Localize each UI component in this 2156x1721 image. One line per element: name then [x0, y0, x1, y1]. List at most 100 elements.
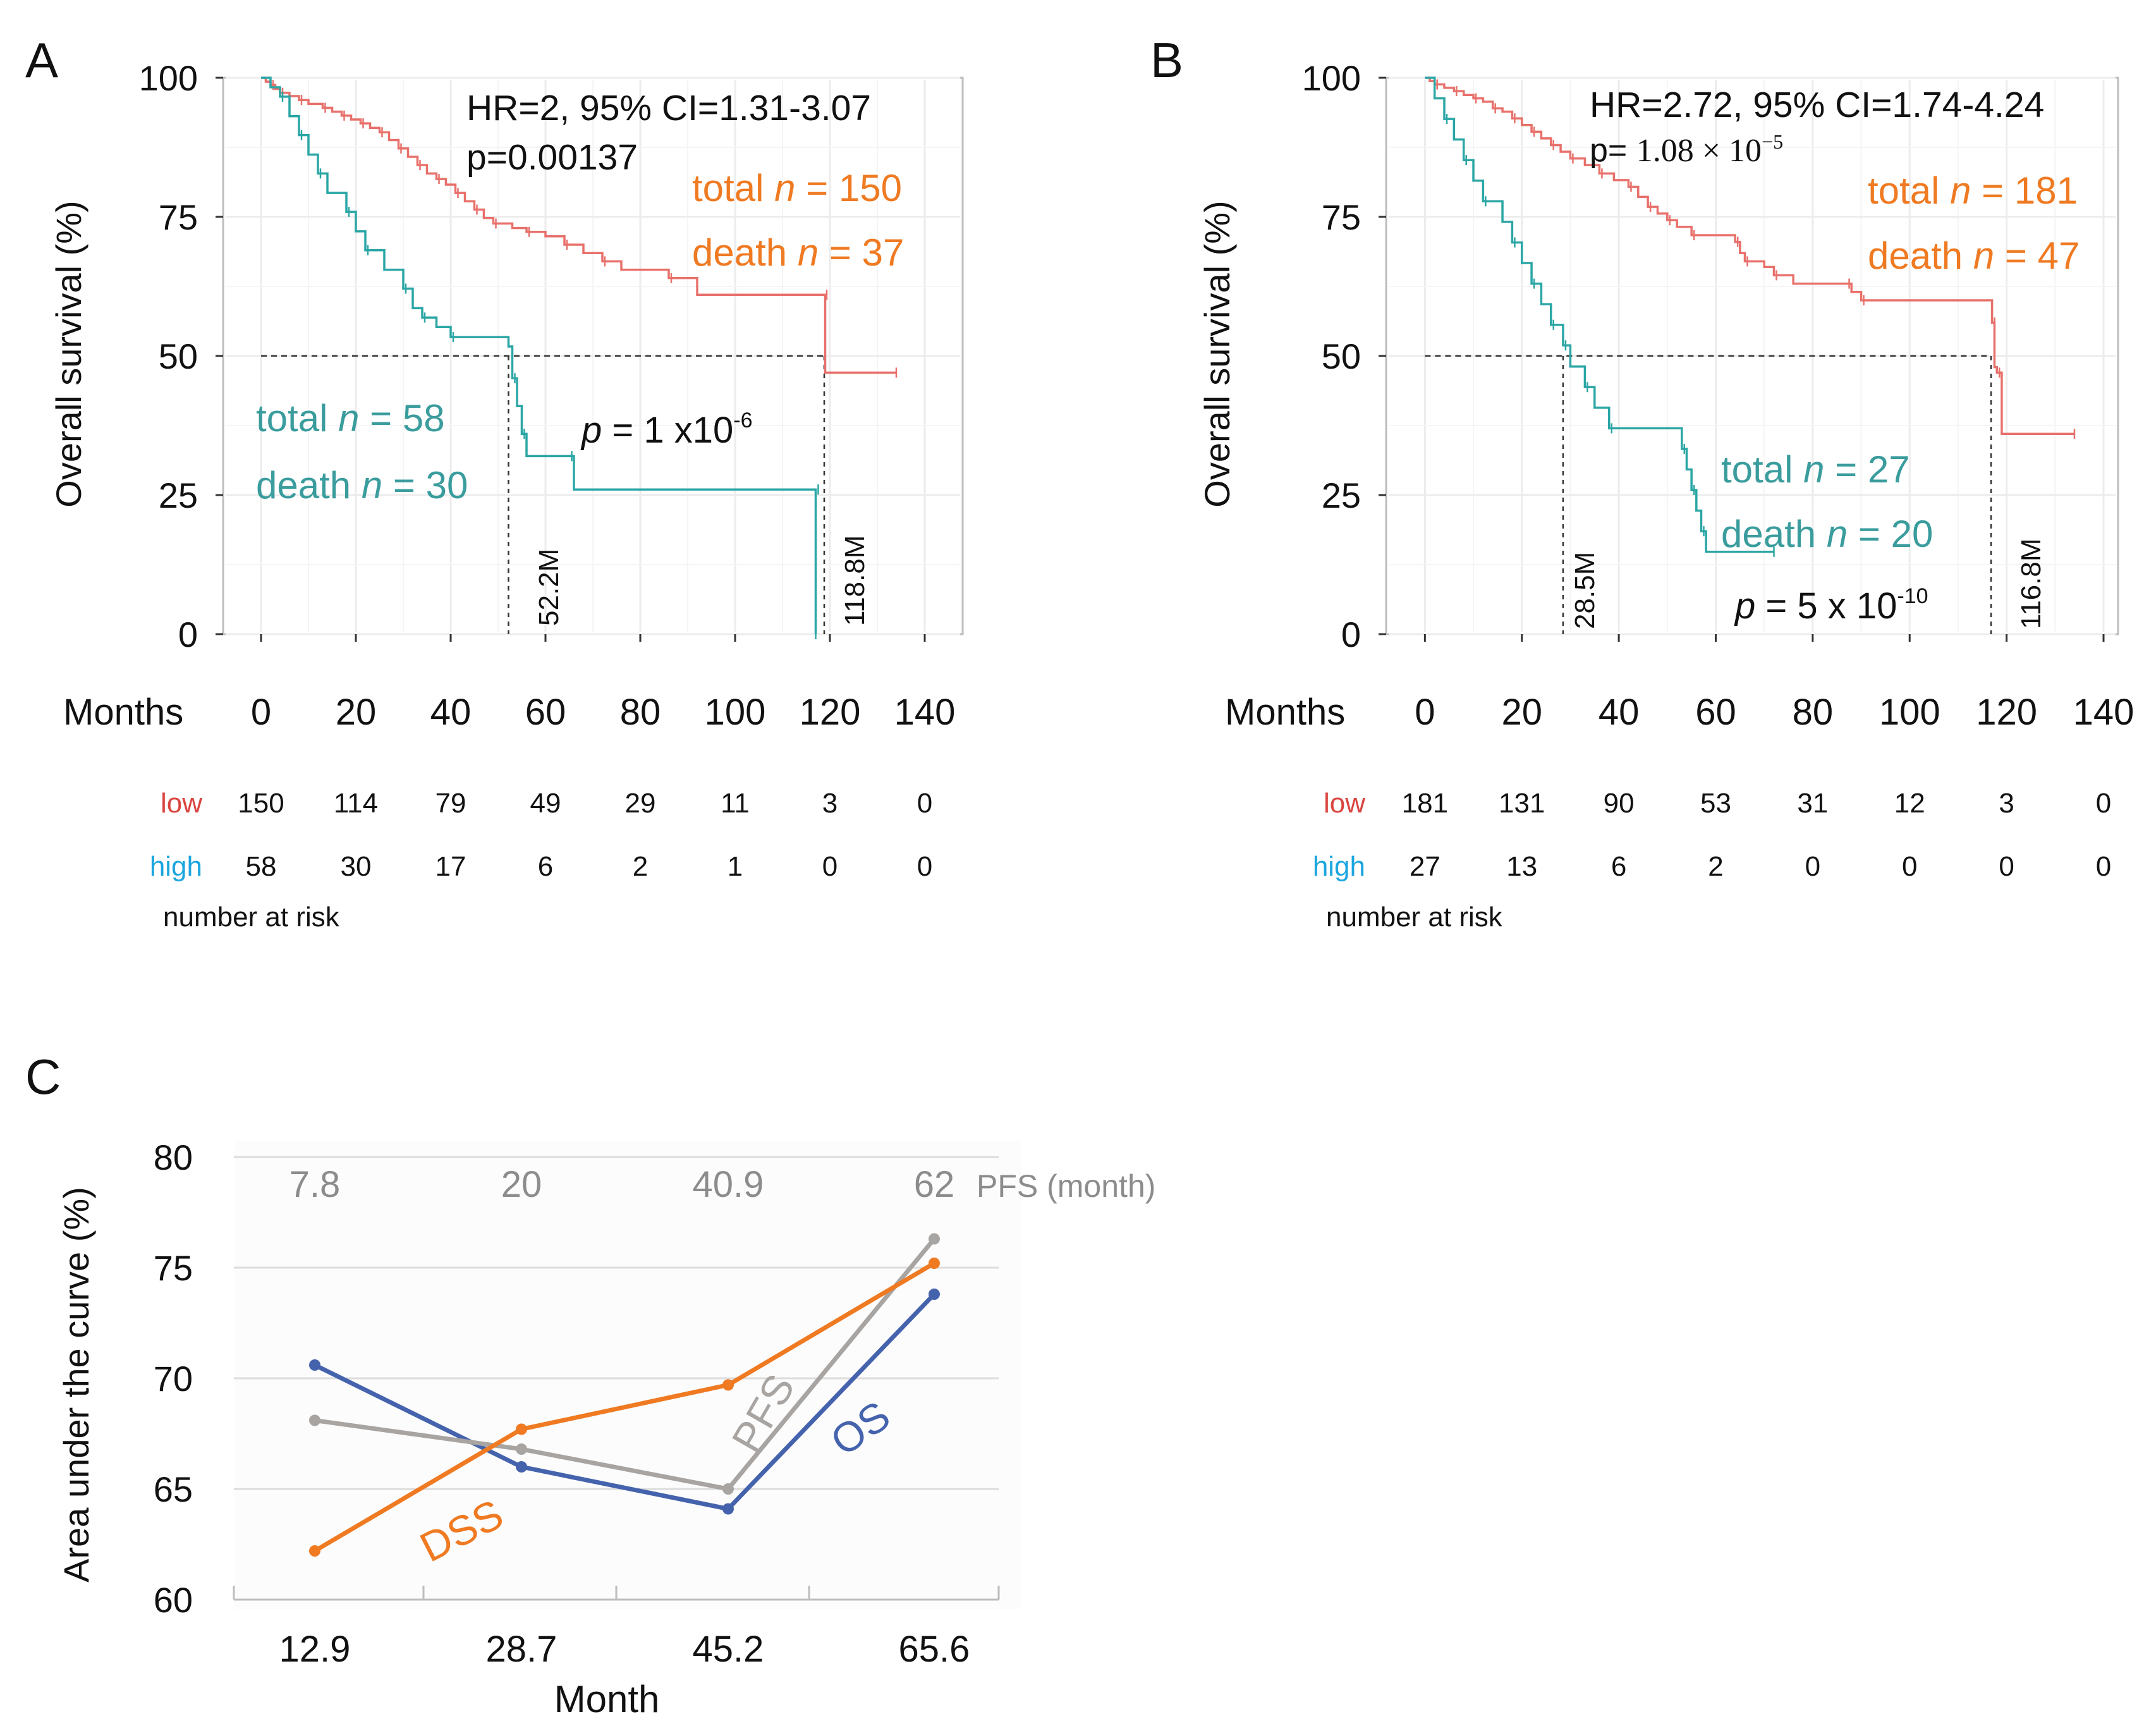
panel-c-y-ticks: 60 65 70 75 80	[154, 1137, 193, 1620]
panel-b-y-axis-label: Overall survival (%)	[1197, 200, 1237, 507]
panel-c-grid	[233, 1156, 1000, 1601]
panel-a-low-death-post: = 37	[819, 231, 904, 274]
b-risk-low-cell: 12	[1894, 788, 1925, 819]
a-risk-low-cell: 49	[530, 788, 561, 819]
panel-b-p-value: p = 5 x 10-10	[1734, 584, 1928, 627]
panel-a-low-death-pre: death	[692, 231, 798, 274]
panel-c-x-axis-label: Month	[554, 1678, 660, 1720]
c-point-OS	[309, 1359, 320, 1371]
a-risk-high-cell: 6	[538, 851, 553, 882]
a-x-tick-label: 20	[336, 692, 377, 733]
c-point-PFS	[516, 1443, 527, 1455]
c-point-DSS	[929, 1258, 940, 1269]
panel-a-label: A	[25, 32, 58, 88]
panel-b-high-death-post: = 20	[1848, 513, 1933, 555]
panel-a-y-axis-label: Overall survival (%)	[49, 200, 88, 507]
panel-b-p-exponent-2: -10	[1897, 584, 1928, 608]
b-risk-low-cell: 53	[1700, 788, 1731, 819]
a-x-tick-label: 140	[894, 692, 956, 733]
b-risk-high-cell: 0	[1999, 851, 2014, 882]
panel-c-label: C	[25, 1049, 61, 1105]
b-risk-low-cell: 31	[1797, 788, 1828, 819]
panel-b-high-total-pre: total	[1721, 448, 1803, 491]
a-y-tick-label: 100	[139, 58, 198, 98]
b-y-tick-label: 0	[1341, 615, 1361, 654]
panel-b-median-high-label: 28.5M	[1569, 552, 1600, 629]
panel-b-risk-table: 181 27 131 13 90 6 53 2 31 0 12 0 3 0 0 0	[1402, 788, 2112, 882]
b-risk-high-cell: 2	[1708, 851, 1723, 882]
panel-b-p-exponent: −5	[1762, 130, 1783, 153]
panel-a-high-death-n: n	[362, 464, 382, 506]
a-y-tick-label: 0	[178, 615, 198, 654]
b-x-tick-label: 100	[1879, 692, 1940, 733]
c-x-tick-label: 45.2	[693, 1629, 764, 1670]
a-y-tick-label: 75	[159, 197, 198, 237]
panel-b-low-death-n: n	[1973, 235, 1994, 277]
b-risk-high-cell: 6	[1611, 851, 1626, 882]
panel-a-p-value: p = 1 x10-6	[580, 408, 752, 451]
panel-a-p-eq: = 1 x10	[602, 410, 733, 451]
panel-a-low-death-n: n	[798, 231, 819, 274]
panel-a-high-death-post: = 30	[382, 464, 468, 506]
a-y-tick-label: 50	[159, 336, 198, 376]
panel-a-high-total-n: n	[338, 397, 359, 439]
panel-c-x-ticks: 12.9 28.7 45.2 65.6	[279, 1629, 970, 1670]
c-point-PFS	[722, 1483, 734, 1495]
panel-c-plot-area	[234, 1141, 1021, 1609]
panel-b-high-total-n: n	[1803, 448, 1824, 491]
panel-b-high-death-pre: death	[1721, 513, 1827, 555]
panel-a-logrank-p: p=0.00137	[466, 137, 638, 178]
b-risk-high-cell: 0	[1805, 851, 1820, 882]
panel-b-x-axis-label: Months	[1225, 692, 1345, 733]
b-y-tick-label: 100	[1302, 58, 1361, 98]
panel-a-x-axis-label: Months	[63, 692, 183, 733]
b-risk-low-cell: 90	[1604, 788, 1635, 819]
c-point-PFS	[309, 1414, 320, 1426]
panel-a-hazard-ratio: HR=2, 95% CI=1.31-3.07	[466, 88, 871, 128]
c-point-OS	[516, 1461, 527, 1473]
a-curve-high	[261, 77, 817, 634]
b-x-tick-label: 0	[1415, 692, 1435, 733]
panel-a-p-exponent: -6	[733, 408, 752, 432]
c-x-tick-label: 65.6	[899, 1629, 970, 1670]
a-x-tick-label: 0	[251, 692, 271, 733]
panel-b-low-death-pre: death	[1868, 235, 1973, 277]
a-risk-high-cell: 30	[341, 851, 372, 882]
panel-b-low-total-post: = 181	[1971, 169, 2078, 212]
a-risk-low-cell: 0	[917, 788, 932, 819]
panel-a-median-low-label: 118.8M	[839, 536, 870, 627]
b-y-tick-label: 25	[1322, 475, 1361, 515]
b-y-tick-label: 75	[1322, 197, 1361, 237]
panel-b-logrank-p: p= 1.08 × 10−5	[1590, 130, 1783, 169]
panel-a-high-total-pre: total	[256, 397, 338, 439]
a-y-tick-label: 25	[159, 475, 198, 515]
b-risk-low-cell: 3	[1999, 788, 2014, 819]
a-risk-low-cell: 150	[238, 788, 284, 819]
panel-b-p-prefix: p=	[1590, 132, 1636, 169]
c-line-PFS	[314, 1237, 936, 1491]
a-risk-low-cell: 114	[334, 788, 378, 819]
panel-c: C 60 65 70 75 80 12.9 28.7 45.2 65.6 7.8 20 40.9 6…	[25, 1049, 1155, 1720]
panel-a-survival-curves	[261, 77, 898, 639]
b-x-tick-label: 140	[2073, 692, 2135, 733]
c-pfs-tick-label: 7.8	[289, 1164, 341, 1205]
panel-b-median-lines	[1425, 355, 1992, 634]
panel-b-hazard-ratio: HR=2.72, 95% CI=1.74-4.24	[1590, 85, 2044, 125]
c-x-tick-label: 28.7	[486, 1629, 557, 1670]
panel-b-p-eq: = 5 x 10	[1755, 585, 1897, 627]
panel-b-high-death-n: n	[1827, 513, 1848, 555]
a-risk-low-cell: 3	[822, 788, 837, 819]
panel-b-high-death: death n = 20	[1721, 513, 1933, 555]
panel-b-low-total-n: n	[1950, 169, 1971, 212]
a-x-tick-label: 120	[800, 692, 861, 733]
c-pfs-tick-label: 40.9	[693, 1164, 764, 1205]
a-risk-high-cell: 58	[246, 851, 277, 882]
panel-a-y-ticks: 0 25 50 75 100	[139, 58, 223, 654]
c-point-DSS	[516, 1423, 527, 1435]
panel-a-low-total-n: n	[774, 167, 795, 209]
panel-c-y-axis-label: Area under the curve (%)	[56, 1187, 96, 1583]
panel-b-x-ticks: 0 20 40 60 80 100 120 140	[1415, 634, 2134, 733]
c-y-tick-label: 75	[154, 1248, 193, 1288]
